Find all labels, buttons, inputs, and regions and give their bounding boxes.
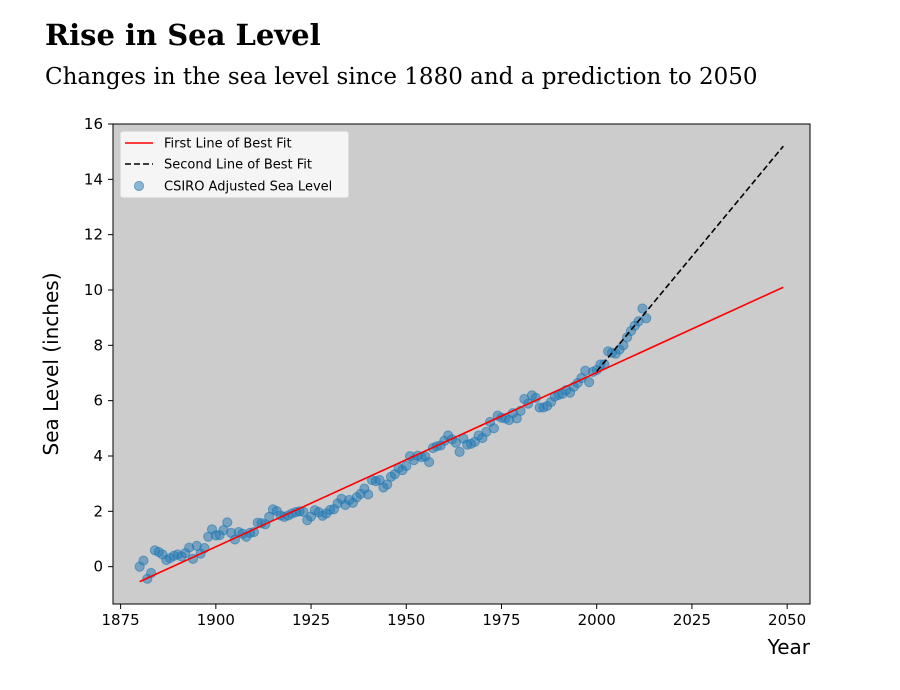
y-axis-label: Sea Level (inches) bbox=[39, 273, 63, 456]
scatter-series bbox=[134, 303, 652, 584]
data-point bbox=[401, 460, 412, 472]
chart-title: Rise in Sea Level bbox=[45, 18, 321, 52]
x-tick-label: 1950 bbox=[387, 611, 425, 629]
x-tick-label: 1975 bbox=[482, 611, 520, 629]
x-tick-label: 1925 bbox=[292, 611, 330, 629]
x-tick-label: 1875 bbox=[102, 611, 140, 629]
legend: First Line of Best Fit Second Line of Bes… bbox=[119, 130, 350, 199]
data-point bbox=[450, 437, 461, 448]
x-tick-label: 2000 bbox=[578, 611, 616, 629]
y-tick-label: 10 bbox=[84, 281, 103, 299]
y-tick-label: 6 bbox=[93, 392, 103, 410]
plot-frame bbox=[112, 123, 811, 605]
y-tick-label: 2 bbox=[93, 502, 103, 520]
x-tick-label: 1900 bbox=[197, 611, 235, 629]
x-tick-label: 2050 bbox=[768, 611, 806, 629]
data-point bbox=[641, 313, 652, 324]
legend-label: CSIRO Adjusted Sea Level bbox=[164, 180, 332, 195]
data-point bbox=[583, 377, 595, 388]
data-point bbox=[454, 446, 465, 457]
y-tick-label: 8 bbox=[93, 336, 103, 354]
data-point bbox=[637, 303, 648, 314]
legend-box bbox=[119, 130, 350, 199]
y-tick-label: 14 bbox=[84, 170, 103, 188]
y-tick-label: 12 bbox=[84, 226, 103, 244]
legend-label: First Line of Best Fit bbox=[164, 137, 292, 152]
first-fit-line bbox=[139, 286, 784, 583]
data-point bbox=[363, 489, 374, 500]
x-tick-label: 2025 bbox=[673, 611, 711, 629]
data-point bbox=[424, 456, 435, 468]
data-point bbox=[488, 423, 499, 434]
second-fit-line bbox=[596, 145, 784, 372]
chart-subtitle: Changes in the sea level since 1880 and … bbox=[45, 64, 758, 90]
data-point bbox=[222, 517, 233, 528]
y-tick-label: 4 bbox=[93, 447, 103, 465]
y-tick-label: 0 bbox=[93, 558, 103, 576]
data-point bbox=[138, 555, 149, 566]
legend-label: Second Line of Best Fit bbox=[164, 158, 312, 173]
x-axis-label: Year bbox=[767, 635, 811, 659]
legend-marker bbox=[133, 180, 145, 192]
y-tick-label: 16 bbox=[84, 115, 103, 133]
